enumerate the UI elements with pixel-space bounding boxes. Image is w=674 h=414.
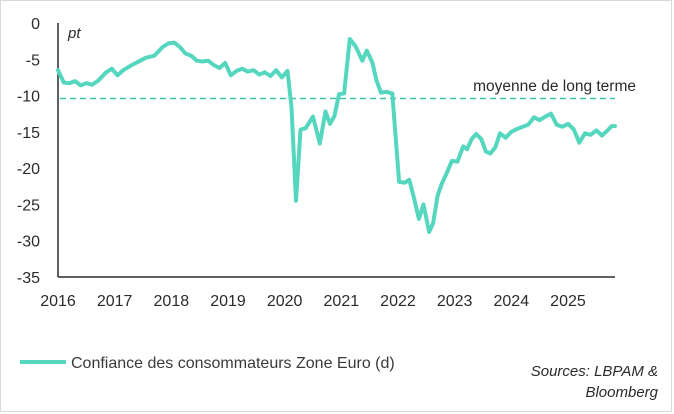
x-tick-label: 2017 [97,293,133,310]
x-tick-label: 2022 [380,293,416,310]
source-line-1: Sources: LBPAM & [531,363,658,380]
x-axis-ticks: 2016 2017 2018 2019 2020 2021 2022 2023 2024 2025 [40,293,586,310]
x-tick-label: 2021 [324,293,360,310]
y-tick-label: -5 [26,52,40,69]
y-tick-label: 0 [31,16,40,33]
series-line-consumer-confidence [56,37,617,234]
x-tick-label: 2018 [154,293,190,310]
y-tick-label: -30 [17,234,40,251]
y-axis-ticks: 0 -5 -10 -15 -20 -25 -30 -35 [17,16,40,287]
x-tick-label: 2023 [437,293,473,310]
y-tick-label: -15 [17,125,40,142]
legend-label: Confiance des consommateurs Zone Euro (d… [71,355,395,372]
y-tick-label: -25 [17,197,40,214]
source-line-2: Bloomberg [585,384,658,401]
y-tick-label: -10 [17,89,40,106]
y-unit-label: pt [67,25,81,42]
x-tick-label: 2024 [494,293,530,310]
x-tick-label: 2016 [40,293,76,310]
x-tick-label: 2019 [210,293,246,310]
y-tick-label: -20 [17,161,40,178]
x-tick-label: 2020 [267,293,303,310]
long-term-average-label: moyenne de long terme [473,78,636,95]
x-tick-label: 2025 [550,293,586,310]
y-tick-label: -35 [17,270,40,287]
